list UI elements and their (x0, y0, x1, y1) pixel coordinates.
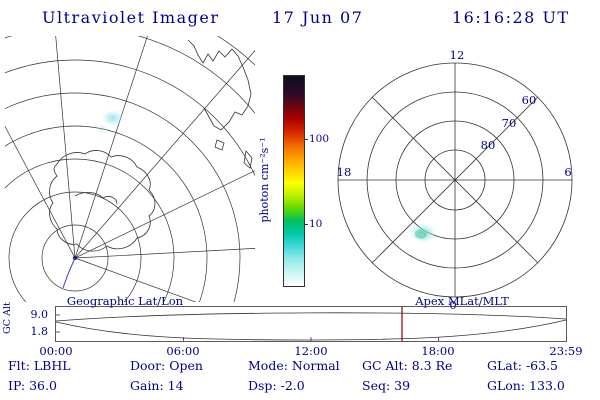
gc-alt-timeline-plot (55, 306, 567, 342)
status-gain: Gain: 14 (130, 378, 184, 393)
status-mode: Mode: Normal (248, 358, 340, 373)
timeline-plot-frame (55, 306, 567, 342)
colorbar-tick-label-100: 100 (309, 133, 330, 145)
timeline-xtick-1800: 18:00 (421, 344, 455, 358)
status-dsp: Dsp: -2.0 (248, 378, 305, 393)
mlat-ring-label-70: 70 (502, 116, 517, 130)
mlat-mlt-grid (337, 62, 573, 298)
status-flt: Flt: LBHL (8, 358, 71, 373)
mlat-ring-label-60: 60 (522, 93, 537, 107)
coastlines (49, 39, 253, 252)
geographic-panel-caption: Geographic Lat/Lon (66, 294, 184, 308)
colorbar (283, 75, 305, 287)
app-title: Ultraviolet Imager (42, 8, 220, 27)
date-label: 17 Jun 07 (272, 8, 364, 27)
timeline-xtick-0600: 06:00 (166, 344, 200, 358)
status-door: Door: Open (130, 358, 203, 373)
timeline-xtick-1200: 12:00 (294, 344, 328, 358)
mlt-label-6: 6 (564, 165, 571, 179)
timeline-ticks (56, 314, 439, 341)
status-glat: GLat: -63.5 (487, 358, 559, 373)
spacecraft-track (62, 257, 76, 289)
colorbar-axis-label: photon cm⁻²s⁻¹ (258, 137, 271, 223)
mlat-ring-label-80: 80 (481, 138, 496, 152)
colorbar-tick-100 (304, 139, 308, 140)
mlt-label-12: 12 (450, 48, 465, 62)
auroral-emission-core-apex (415, 229, 427, 239)
apex-panel-caption: Apex MLat/MLT (415, 294, 509, 308)
status-seq: Seq: 39 (362, 378, 411, 393)
mlt-label-18: 18 (337, 165, 352, 179)
gc-alt-curve (55, 312, 567, 341)
lat-lon-grid (5, 36, 255, 302)
timeline-xtick-2359: 23:59 (549, 344, 583, 358)
mlt-label-0: 0 (449, 298, 456, 310)
geographic-map-panel (5, 36, 255, 302)
status-ip: IP: 36.0 (8, 378, 57, 393)
colorbar-tick-10 (304, 224, 308, 225)
auroral-emission-patch-geo (102, 110, 124, 126)
timeline-ytick-1-8: 1.8 (30, 325, 49, 338)
timeline-ytick-9: 9.0 (30, 308, 49, 321)
status-gc-alt: GC Alt: 8.3 Re (362, 358, 453, 373)
timeline-xtick-0000: 00:00 (39, 344, 73, 358)
timeline-y-axis-label: GC Alt (2, 302, 13, 334)
time-label: 16:16:28 UT (452, 8, 570, 27)
status-glon: GLon: 133.0 (487, 378, 565, 393)
colorbar-tick-label-10: 10 (309, 218, 323, 230)
auroral-emission-patch-geo-faint (96, 124, 108, 134)
apex-polar-panel: 12 18 6 0 60 70 80 (337, 48, 573, 310)
